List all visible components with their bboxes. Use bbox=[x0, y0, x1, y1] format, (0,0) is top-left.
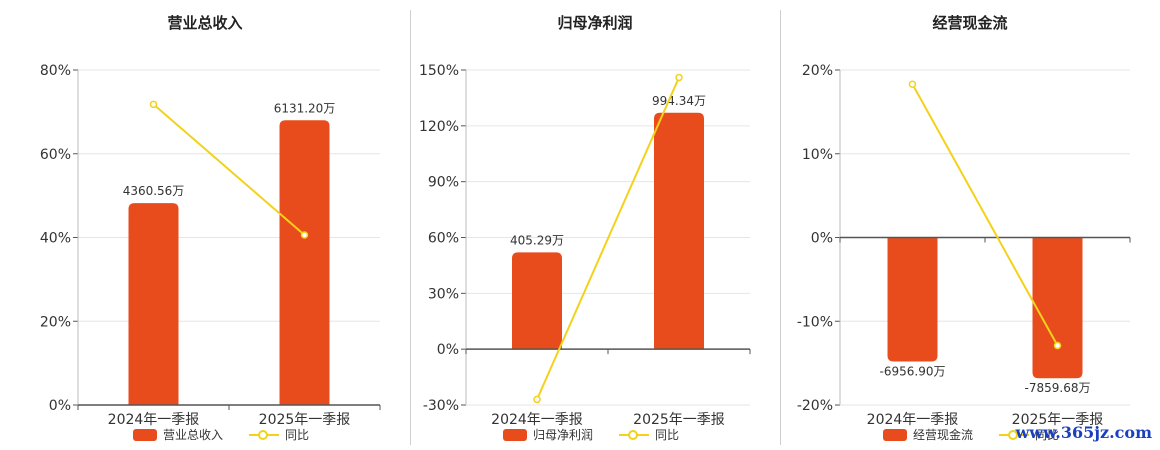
bar-data-label: 4360.56万 bbox=[123, 184, 185, 198]
y-tick-label: 60% bbox=[428, 231, 459, 247]
y-tick-label: 0% bbox=[437, 342, 459, 358]
legend-bar-label: 经营现金流 bbox=[913, 428, 974, 442]
bar bbox=[128, 203, 179, 405]
y-tick-label: 90% bbox=[428, 175, 459, 191]
bar-data-label: 405.29万 bbox=[510, 233, 564, 247]
x-tick-label: 2024年一季报 bbox=[867, 412, 959, 428]
panel-divider bbox=[780, 10, 781, 445]
bar bbox=[279, 120, 330, 405]
line-point bbox=[1053, 341, 1062, 350]
chart-svg-net-profit: -30% 0% 30% 60% 90% 120% 150% 405.29万 994.34万 202… bbox=[419, 63, 751, 428]
legend-line-swatch bbox=[999, 429, 1030, 441]
legend-bar-label: 归母净利润 bbox=[533, 428, 594, 442]
y-tick-label: -30% bbox=[423, 398, 459, 414]
x-tick-label: 2024年一季报 bbox=[108, 412, 200, 428]
y-tick-label: 0% bbox=[811, 231, 833, 247]
line-point bbox=[675, 73, 683, 82]
bar bbox=[887, 237, 938, 362]
bar bbox=[1032, 237, 1083, 379]
line-point bbox=[908, 80, 917, 88]
bar-data-label: 6131.20万 bbox=[274, 101, 336, 115]
y-tick-label: 10% bbox=[802, 147, 833, 163]
series-line bbox=[536, 77, 680, 400]
chart-panel-net-profit: 归母净利润 -30% 0% 30% 60% 90% 120% 150% 405.29万 994.… bbox=[410, 0, 780, 450]
x-tick-label: 2025年一季报 bbox=[1012, 412, 1104, 428]
line-point bbox=[300, 231, 309, 239]
x-tick-label: 2024年一季报 bbox=[491, 412, 583, 428]
y-tick-label: -20% bbox=[797, 398, 833, 414]
chart-title: 经营现金流 bbox=[932, 14, 1008, 32]
y-tick-label: 0% bbox=[49, 398, 71, 414]
legend-line-label: 同比 bbox=[1035, 428, 1060, 442]
line-point bbox=[533, 395, 541, 404]
y-tick-label: 60% bbox=[40, 147, 71, 163]
y-tick-label: 30% bbox=[428, 286, 459, 302]
legend-bar-swatch bbox=[133, 428, 157, 441]
x-tick-label: 2025年一季报 bbox=[633, 412, 725, 428]
y-tick-label: 80% bbox=[40, 63, 71, 79]
y-tick-label: 20% bbox=[802, 63, 833, 79]
panel-divider bbox=[410, 10, 411, 445]
legend: 营业总收入 同比 bbox=[133, 426, 309, 443]
series-line bbox=[911, 83, 1059, 347]
y-tick-label: 40% bbox=[40, 231, 71, 247]
chart-svg-revenue: 0% 20% 40% 60% 80% 4360.56万 6131.20万 2024年一季报 20… bbox=[40, 63, 381, 428]
series-line bbox=[152, 103, 306, 236]
bar bbox=[512, 252, 562, 350]
y-tick-label: 120% bbox=[419, 119, 459, 135]
chart-title: 营业总收入 bbox=[167, 14, 243, 32]
chart-svg-cash-flow: -20% -10% 0% 10% 20% -6956.90万 -7859.68万 2024年一… bbox=[797, 63, 1131, 428]
y-tick-label: -10% bbox=[797, 314, 833, 330]
x-tick-label: 2025年一季报 bbox=[259, 412, 351, 428]
legend-line-label: 同比 bbox=[285, 428, 310, 442]
legend-line-label: 同比 bbox=[655, 428, 680, 442]
chart-panel-revenue: 营业总收入 0% 20% 40% 60% 80% 4360.56万 6131.20万 2024… bbox=[0, 0, 410, 450]
legend: 经营现金流 同比 bbox=[883, 426, 1059, 443]
line-point bbox=[149, 100, 158, 109]
legend-line-swatch bbox=[249, 429, 280, 441]
legend-bar-swatch bbox=[883, 428, 907, 441]
y-tick-label: 20% bbox=[40, 314, 71, 330]
bar-data-label: -6956.90万 bbox=[880, 364, 946, 378]
legend-bar-swatch bbox=[503, 428, 527, 441]
bar-data-label: -7859.68万 bbox=[1025, 381, 1091, 395]
watermark: www.365jz.com bbox=[1015, 423, 1152, 442]
bar-data-label: 994.34万 bbox=[652, 94, 706, 108]
chart-panel-cash-flow: 经营现金流 -20% -10% 0% 10% 20% -6956.90万 -7859.68万… bbox=[780, 0, 1160, 450]
legend-bar-label: 营业总收入 bbox=[163, 428, 224, 442]
legend-line-swatch bbox=[619, 429, 650, 441]
bar bbox=[654, 112, 704, 350]
chart-title: 归母净利润 bbox=[557, 14, 633, 32]
y-tick-label: 150% bbox=[419, 63, 459, 79]
legend: 归母净利润 同比 bbox=[503, 426, 679, 443]
